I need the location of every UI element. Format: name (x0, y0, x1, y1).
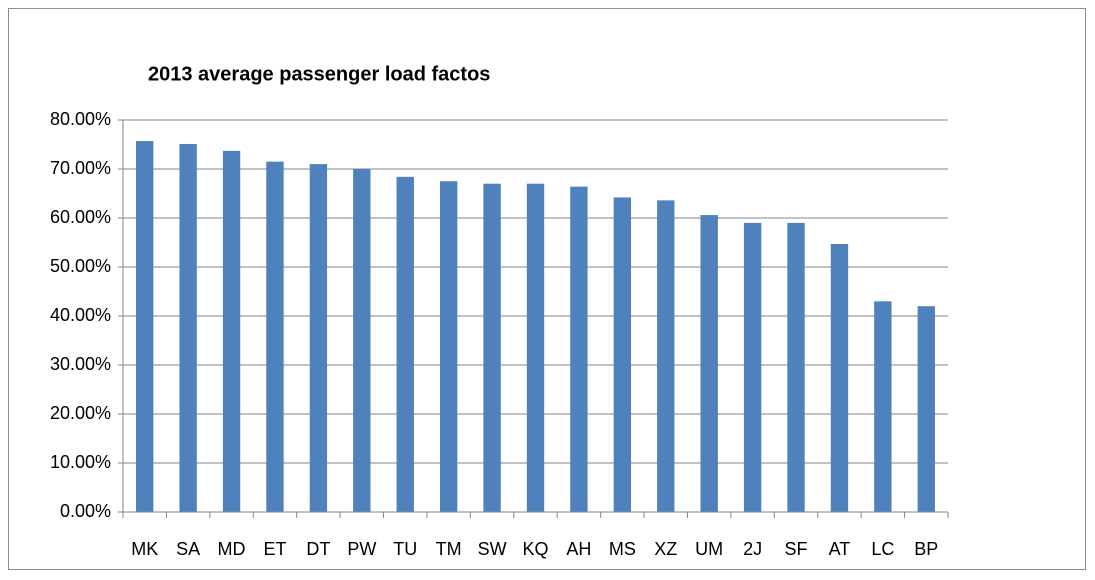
y-tick-label: 80.00% (50, 109, 111, 129)
x-tick-label: SF (785, 539, 808, 559)
x-tick-label: PW (347, 539, 376, 559)
x-tick-label: KQ (522, 539, 548, 559)
y-tick-label: 0.00% (60, 501, 111, 521)
y-tick-label: 30.00% (50, 354, 111, 374)
x-tick-label: XZ (654, 539, 677, 559)
bar (439, 181, 458, 512)
y-tick-label: 60.00% (50, 207, 111, 227)
bar (179, 144, 197, 512)
bar (657, 200, 675, 513)
bar (700, 215, 718, 512)
x-tick-label: SW (478, 539, 507, 559)
bar (570, 186, 588, 512)
x-tick-label: UM (695, 539, 723, 559)
bar (353, 169, 371, 512)
x-tick-label: DT (306, 539, 330, 559)
x-tick-label: AH (566, 539, 591, 559)
bar (874, 301, 892, 512)
bar (396, 176, 414, 512)
bar (266, 161, 284, 512)
bar (743, 222, 762, 512)
bar (917, 306, 935, 512)
bar (613, 197, 632, 513)
bar (309, 164, 328, 512)
bar (136, 141, 154, 512)
x-tick-label: TU (393, 539, 417, 559)
x-tick-label: BP (914, 539, 938, 559)
x-tick-label: ET (263, 539, 286, 559)
y-tick-label: 70.00% (50, 158, 111, 178)
y-tick-label: 20.00% (50, 403, 111, 423)
bar (830, 243, 849, 512)
chart-title: 2013 average passenger load factos (148, 63, 490, 85)
y-tick-label: 10.00% (50, 452, 111, 472)
x-tick-label: TM (436, 539, 462, 559)
bar (526, 183, 545, 512)
bar (787, 222, 805, 512)
bar (483, 183, 501, 512)
x-tick-label: AT (829, 539, 851, 559)
x-tick-label: MK (131, 539, 158, 559)
y-tick-label: 50.00% (50, 256, 111, 276)
x-tick-label: LC (871, 539, 894, 559)
x-tick-label: MD (218, 539, 246, 559)
bar (222, 150, 241, 512)
y-tick-label: 40.00% (50, 305, 111, 325)
x-tick-label: SA (176, 539, 200, 559)
x-tick-label: MS (609, 539, 636, 559)
x-tick-label: 2J (743, 539, 762, 559)
